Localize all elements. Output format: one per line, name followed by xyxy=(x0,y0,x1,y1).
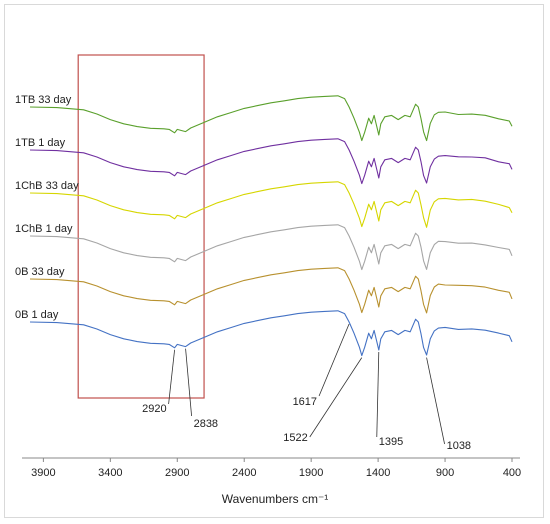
series-label: 1TB 1 day xyxy=(15,137,66,149)
series-line xyxy=(29,310,513,357)
series-label: 0B 33 day xyxy=(15,266,65,278)
annotation-leader xyxy=(309,357,363,438)
annotation-label: 1617 xyxy=(293,396,317,408)
annotation-label: 2920 xyxy=(142,403,166,415)
series-line xyxy=(29,181,513,228)
series-label: 1ChB 33 day xyxy=(15,180,79,192)
series-line xyxy=(29,224,513,271)
annotation-label: 2838 xyxy=(194,418,218,430)
annotation-label: 1395 xyxy=(379,436,403,448)
x-tick-label: 3400 xyxy=(98,467,122,479)
annotation-leader xyxy=(168,349,175,405)
annotation-leader xyxy=(318,323,350,397)
annotation-leader xyxy=(376,351,380,438)
series-line xyxy=(29,138,513,185)
series-label: 1TB 33 day xyxy=(15,94,72,106)
x-tick-label: 1400 xyxy=(366,467,390,479)
annotation-leader xyxy=(185,348,192,417)
highlight-box xyxy=(77,54,205,399)
x-tick-label: 400 xyxy=(503,467,521,479)
annotation-leader xyxy=(426,357,445,445)
series-label: 0B 1 day xyxy=(15,309,59,321)
x-tick-label: 1900 xyxy=(299,467,323,479)
x-tick-label: 3900 xyxy=(31,467,55,479)
series-line xyxy=(29,267,513,314)
series-line xyxy=(29,95,513,142)
chart-frame xyxy=(4,4,544,518)
x-tick-label: 2900 xyxy=(165,467,189,479)
x-tick-label: 2400 xyxy=(232,467,256,479)
annotation-label: 1038 xyxy=(447,440,471,452)
annotation-label: 1522 xyxy=(283,432,307,444)
x-tick-label: 900 xyxy=(436,467,454,479)
x-axis-title: Wavenumbers cm⁻¹ xyxy=(222,492,329,506)
series-label: 1ChB 1 day xyxy=(15,223,73,235)
